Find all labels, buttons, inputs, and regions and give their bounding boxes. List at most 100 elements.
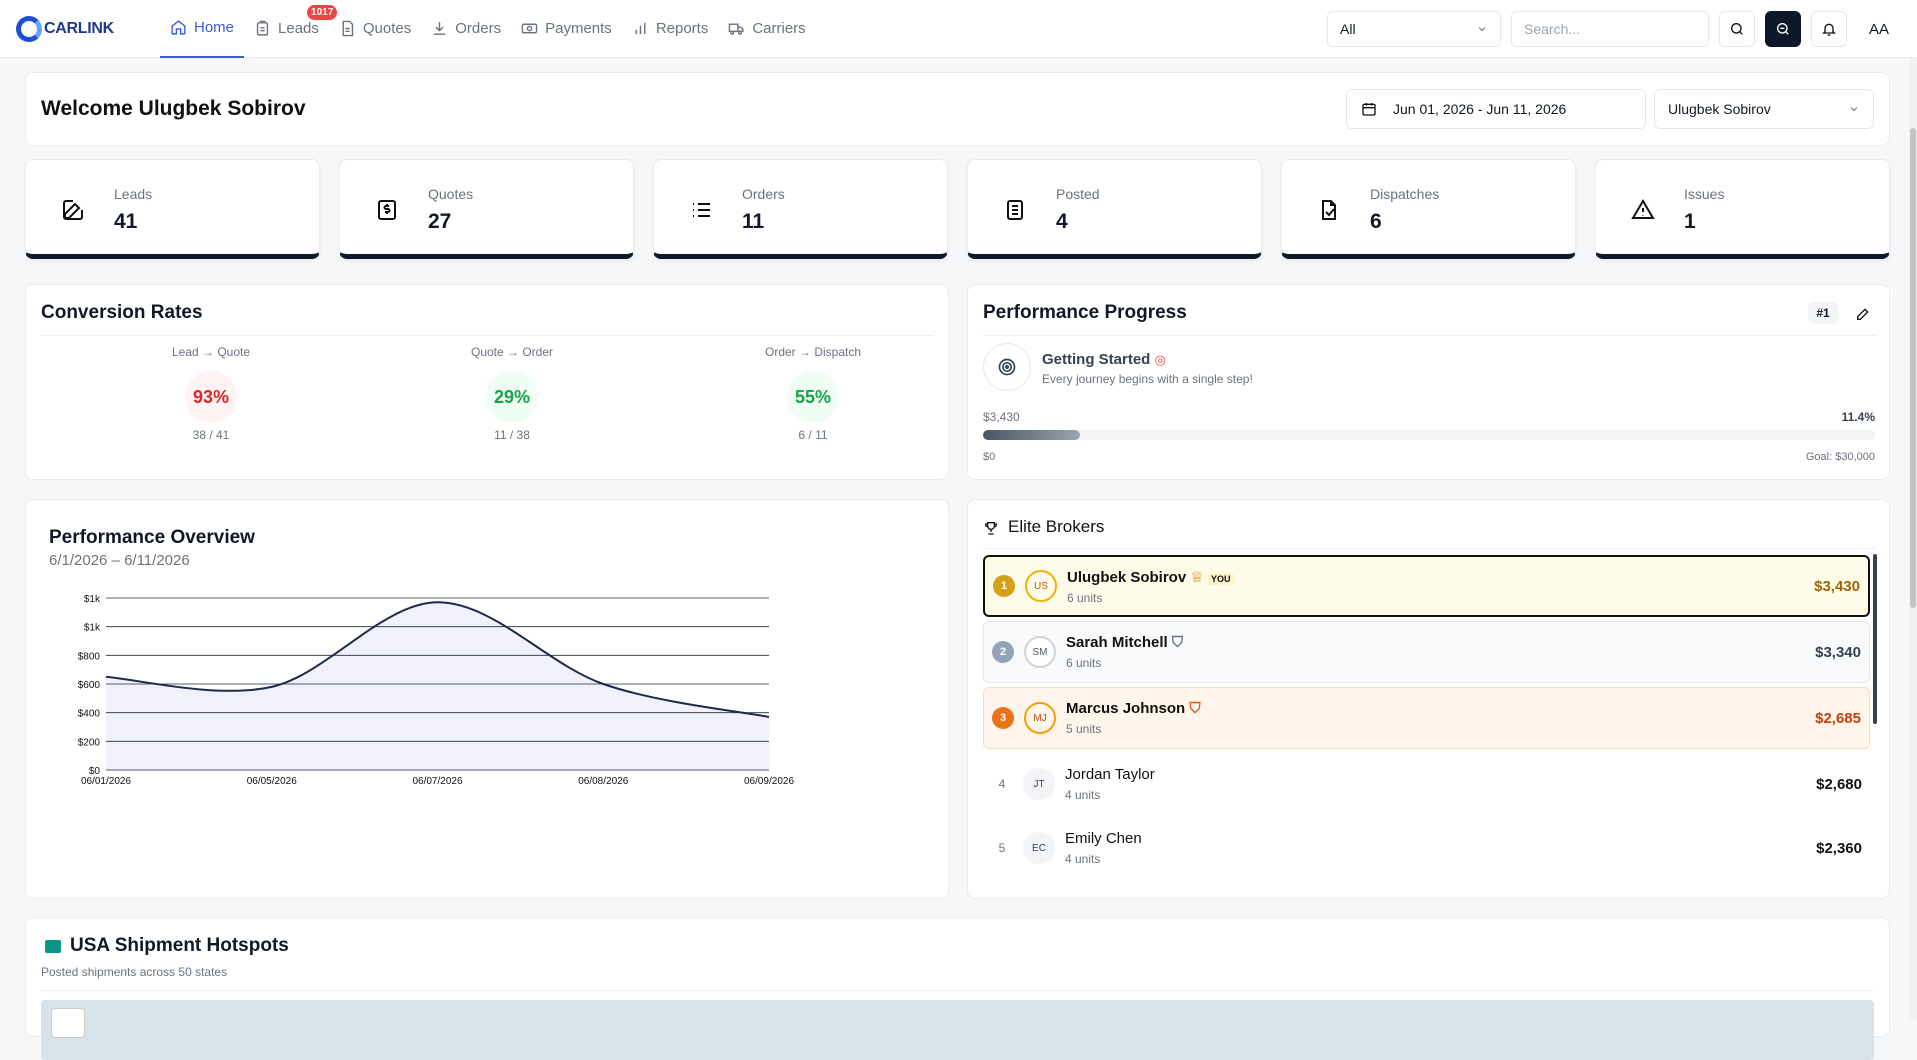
nav-actions: All AA [1327, 0, 1917, 58]
y-tick-label: $400 [78, 709, 101, 720]
page-scrollbar[interactable] [1909, 58, 1917, 1019]
filter-select[interactable]: All [1327, 11, 1501, 47]
nav-label: Home [194, 19, 235, 36]
broker-row[interactable]: 1 US Ulugbek Sobirov ♕ YOU 6 units $3,43… [983, 555, 1870, 617]
broker-avatar: SM [1024, 636, 1056, 668]
brand-logo[interactable]: CARLINK [16, 15, 136, 42]
home-icon [171, 20, 186, 35]
broker-amount: $2,685 [1815, 709, 1861, 727]
truck-icon [729, 23, 744, 35]
receipt-icon [378, 200, 396, 220]
conversion-label: Quote → Order [470, 345, 554, 359]
crown-icon: ♕ [1190, 568, 1204, 586]
broker-units: 6 units [1066, 656, 1102, 670]
stat-card-issues[interactable]: Issues 1 [1595, 159, 1890, 259]
broker-row[interactable]: 3 MJ Marcus Johnson ⛉ 5 units $2,685 [983, 687, 1870, 749]
broker-avatar: JT [1023, 768, 1055, 800]
nav-item-payments[interactable]: Payments [511, 0, 622, 58]
usa-map[interactable] [41, 1000, 1874, 1060]
broker-row[interactable]: 2 SM Sarah Mitchell ⛉ 6 units $3,340 [983, 621, 1870, 683]
welcome-title: Welcome Ulugbek Sobirov [41, 97, 306, 120]
conversion-ratio: 38 / 41 [192, 428, 230, 442]
broker-row[interactable]: 5 EC Emily Chen 4 units $2,360 [983, 817, 1870, 879]
conversion-rates-card: Conversion Rates Lead → Quote 93% 38 / 4… [25, 284, 949, 480]
broker-name: Emily Chen [1065, 830, 1142, 847]
notifications-button[interactable] [1811, 11, 1847, 47]
nav-item-reports[interactable]: Reports [622, 0, 719, 58]
broker-name: Jordan Taylor [1065, 766, 1155, 783]
conversion-item: Quote → Order 29% 11 / 38 [362, 345, 662, 442]
nav-label: Payments [545, 20, 612, 37]
document-icon [342, 20, 354, 37]
logo-icon [16, 15, 42, 42]
stat-card-dispatches[interactable]: Dispatches 6 [1281, 159, 1576, 259]
nav-item-home[interactable]: Home [160, 0, 245, 58]
search-button[interactable] [1719, 11, 1755, 47]
broker-amount: $3,430 [1814, 577, 1860, 595]
rank-number: 5 [998, 841, 1006, 855]
nav-item-carriers[interactable]: Carriers [718, 0, 815, 58]
broker-units: 4 units [1065, 852, 1101, 866]
download-icon [434, 22, 446, 35]
broker-name-line: Marcus Johnson ⛉ [1066, 700, 1201, 717]
section-subtitle: Posted shipments across 50 states [41, 965, 228, 979]
conversion-percent: 93% [185, 371, 237, 423]
search-icon [1731, 23, 1743, 35]
conversion-ratio: 11 / 38 [494, 428, 530, 442]
y-tick-label: $1k [84, 623, 101, 634]
conversion-label: Order → Dispatch [764, 345, 862, 359]
welcome-card: Welcome Ulugbek Sobirov Jun 01, 2026 - J… [25, 72, 1890, 146]
stat-card-leads[interactable]: Leads 41 [25, 159, 320, 259]
search-input[interactable] [1511, 11, 1709, 47]
stat-card-quotes[interactable]: Quotes 27 [339, 159, 634, 259]
broker-amount: $3,340 [1815, 643, 1861, 661]
bar-chart-icon [635, 22, 646, 35]
date-range-picker[interactable]: Jun 01, 2026 - Jun 11, 2026 [1346, 89, 1646, 129]
section-title: Performance Overview [49, 527, 255, 548]
rank-chip: #1 [1808, 302, 1838, 324]
advanced-search-button[interactable] [1765, 11, 1801, 47]
x-tick-label: 06/09/2026 [744, 776, 794, 787]
stat-value: 41 [114, 210, 138, 233]
broker-row[interactable]: 4 JT Jordan Taylor 4 units $2,680 [983, 753, 1870, 815]
you-badge: YOU [1207, 572, 1234, 585]
nav-item-orders[interactable]: Orders [421, 0, 511, 58]
shipment-hotspots-card: USA Shipment Hotspots Posted shipments a… [25, 917, 1890, 1060]
user-select[interactable]: Ulugbek Sobirov [1654, 89, 1874, 129]
elite-brokers-card: Elite Brokers 1 US Ulugbek Sobirov ♕ YOU… [967, 499, 1890, 899]
user-avatar[interactable]: AA [1868, 20, 1889, 38]
section-title: Performance Progress [983, 302, 1187, 323]
series-line[interactable] [105, 601, 770, 718]
broker-avatar: MJ [1024, 702, 1056, 734]
series-area [106, 602, 769, 770]
stat-card-posted[interactable]: Posted 4 [967, 159, 1262, 259]
nav-label: Reports [655, 20, 709, 37]
broker-name-line: Ulugbek Sobirov ♕ YOU [1067, 568, 1234, 586]
chevron-down-icon [1850, 107, 1858, 112]
broker-units: 4 units [1065, 788, 1101, 802]
y-tick-label: $600 [78, 680, 101, 691]
nav-label: Leads [278, 20, 319, 37]
stat-label: Posted [1056, 186, 1100, 202]
performance-progress-card: Performance Progress #1 Getting Started … [967, 284, 1890, 480]
performance-chart: $0 $200 $400 $600 $800 $1k $1k 06/01/2026 06/05/… [78, 594, 795, 787]
map-zoom-control[interactable] [51, 1008, 85, 1038]
nav-item-quotes[interactable]: Quotes [329, 0, 421, 58]
medal-icon: ⛉ [1171, 634, 1184, 651]
broker-name: Sarah Mitchell [1066, 634, 1168, 651]
section-subtitle: 6/1/2026 – 6/11/2026 [49, 552, 190, 569]
filter-value: All [1340, 21, 1356, 37]
nav-label: Quotes [362, 20, 412, 37]
edit-goal-icon[interactable] [1855, 306, 1871, 322]
list-icon [693, 203, 710, 217]
stat-label: Dispatches [1370, 186, 1440, 202]
nav-item-leads[interactable]: Leads 1017 [244, 0, 338, 58]
stat-label: Issues [1684, 186, 1725, 202]
stat-label: Orders [742, 186, 785, 202]
scrollbar-thumb[interactable] [1910, 128, 1916, 608]
conversion-item: Order → Dispatch 55% 6 / 11 [663, 345, 963, 442]
conversion-ratio: 6 / 11 [798, 428, 828, 442]
stat-card-orders[interactable]: Orders 11 [653, 159, 948, 259]
broker-units: 6 units [1067, 590, 1103, 605]
list-scrollbar[interactable] [1873, 554, 1877, 724]
